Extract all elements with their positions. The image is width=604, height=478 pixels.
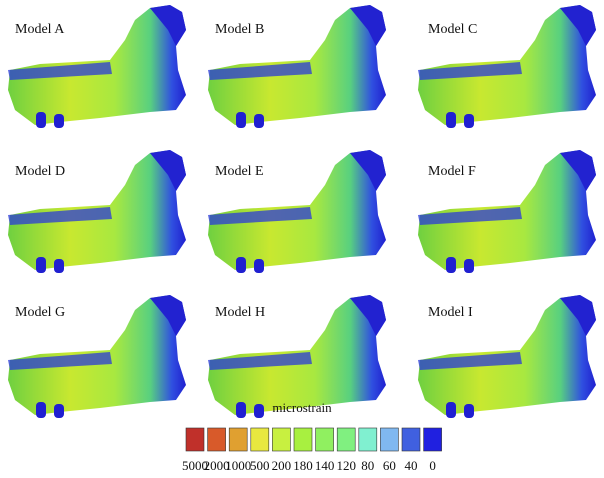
legend-label: 140 (315, 458, 335, 473)
panel-label: Model H (215, 305, 265, 320)
legend-swatch (358, 427, 378, 452)
legend-swatch (336, 427, 356, 452)
legend-label: 500 (250, 458, 270, 473)
legend-swatch (401, 427, 421, 452)
legend-swatch (293, 427, 313, 452)
legend-label: 2000 (204, 458, 230, 473)
legend-swatch (207, 427, 226, 452)
legend-label: 40 (405, 458, 418, 473)
panel-label: Model F (428, 164, 476, 179)
legend-label: 120 (336, 458, 356, 473)
legend-swatch (423, 427, 442, 452)
legend-swatch (380, 427, 399, 452)
legend-title: microstrain (272, 400, 332, 415)
panel-label: Model D (15, 164, 65, 179)
legend-label: 180 (293, 458, 313, 473)
legend-swatch (185, 427, 205, 452)
legend-label: 60 (383, 458, 396, 473)
panel-label: Model I (428, 305, 473, 320)
panel-label: Model G (15, 305, 65, 320)
legend-label: 0 (429, 458, 436, 473)
legend-label: 1000 (225, 458, 251, 473)
panel-label: Model B (215, 22, 264, 37)
legend-swatch (250, 427, 270, 452)
legend-label: 5000 (182, 458, 208, 473)
panels (8, 5, 596, 418)
panel-label: Model C (428, 22, 477, 37)
panel-label: Model A (15, 22, 65, 37)
legend-label: 200 (272, 458, 292, 473)
panel-label: Model E (215, 164, 264, 179)
legend-swatch (315, 427, 334, 452)
legend-label: 80 (361, 458, 374, 473)
legend-swatch (272, 427, 291, 452)
legend-swatch (228, 427, 248, 452)
